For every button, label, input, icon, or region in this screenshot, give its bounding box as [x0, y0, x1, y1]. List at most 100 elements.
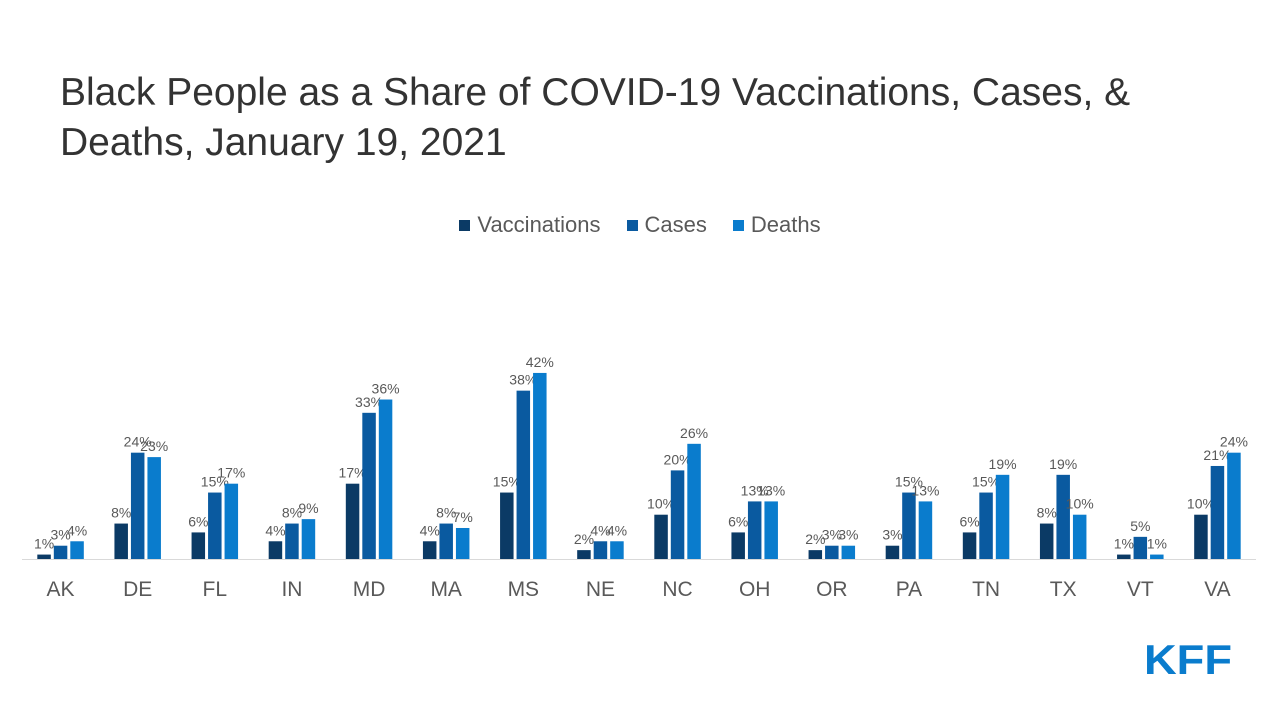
data-label-cases-tn: 15%: [972, 474, 1000, 490]
bar-cases-md: [362, 412, 376, 559]
data-label-cases-nc: 20%: [664, 451, 692, 467]
data-label-vaccinations-ne: 2%: [574, 531, 594, 547]
data-label-cases-ma: 8%: [436, 505, 456, 521]
legend-swatch-cases: [626, 219, 638, 231]
bar-vaccinations-ms: [500, 492, 514, 559]
bar-cases-ak: [53, 545, 68, 559]
x-tick-label-tx: TX: [1050, 578, 1077, 601]
x-tick-label-ma: MA: [430, 578, 462, 601]
bar-cases-or: [825, 545, 839, 559]
bar-vaccinations-pa: [885, 545, 900, 559]
x-tick-label-md: MD: [353, 578, 386, 601]
data-label-deaths-pa: 13%: [911, 482, 939, 498]
bar-cases-oh: [747, 501, 762, 559]
data-label-deaths-ms: 42%: [526, 354, 554, 370]
bar-deaths-md: [378, 399, 393, 559]
bar-vaccinations-va: [1194, 514, 1208, 559]
bar-deaths-tn: [995, 474, 1010, 559]
data-label-deaths-ne: 4%: [607, 522, 627, 538]
data-label-cases-in: 8%: [282, 505, 302, 521]
data-label-cases-ne: 4%: [590, 522, 610, 538]
data-label-vaccinations-pa: 3%: [882, 527, 902, 543]
bar-vaccinations-ak: [37, 554, 51, 559]
bar-deaths-nc: [687, 443, 701, 559]
bar-cases-vt: [1133, 536, 1148, 559]
bar-deaths-ms: [533, 372, 547, 559]
legend-item-deaths: Deaths: [732, 212, 821, 238]
data-label-deaths-tn: 19%: [989, 456, 1017, 472]
bar-vaccinations-tx: [1039, 523, 1054, 559]
bar-cases-tx: [1056, 474, 1070, 559]
legend-label-deaths: Deaths: [750, 212, 821, 237]
x-tick-label-ms: MS: [508, 578, 540, 601]
data-label-vaccinations-ak: 1%: [34, 536, 54, 552]
data-label-cases-oh: 13%: [741, 482, 769, 498]
data-label-cases-de: 24%: [124, 434, 152, 450]
bar-cases-pa: [902, 492, 916, 559]
data-label-vaccinations-ms: 15%: [493, 474, 521, 490]
bar-deaths-ak: [70, 541, 84, 559]
data-label-cases-ms: 38%: [509, 372, 537, 388]
data-label-deaths-nc: 26%: [680, 425, 708, 441]
bar-deaths-va: [1227, 452, 1241, 559]
data-label-deaths-fl: 17%: [217, 465, 245, 481]
legend-item-vaccinations: Vaccinations: [459, 212, 601, 238]
bar-deaths-vt: [1150, 554, 1164, 559]
bar-deaths-pa: [918, 501, 933, 559]
bar-vaccinations-tn: [962, 532, 977, 559]
bar-vaccinations-de: [114, 523, 128, 559]
data-label-deaths-va: 24%: [1220, 434, 1248, 450]
bar-vaccinations-ma: [422, 541, 437, 559]
legend-swatch-vaccinations: [459, 219, 471, 231]
bar-cases-va: [1210, 465, 1225, 559]
data-label-vaccinations-oh: 6%: [728, 513, 748, 529]
bar-deaths-in: [301, 519, 316, 559]
x-tick-label-vt: VT: [1127, 578, 1154, 601]
kff-logo: KFF: [1144, 638, 1232, 678]
bar-cases-ne: [593, 541, 608, 559]
x-tick-label-fl: FL: [203, 578, 228, 601]
data-label-vaccinations-de: 8%: [111, 505, 131, 521]
x-tick-label-in: IN: [281, 578, 302, 601]
data-label-vaccinations-fl: 6%: [188, 513, 208, 529]
x-tick-label-ak: AK: [47, 578, 75, 601]
data-label-deaths-in: 9%: [298, 500, 318, 516]
bar-vaccinations-nc: [654, 514, 668, 559]
bar-vaccinations-oh: [731, 532, 745, 559]
data-label-vaccinations-md: 17%: [339, 465, 367, 481]
bar-vaccinations-in: [268, 541, 283, 559]
data-label-vaccinations-in: 4%: [265, 522, 285, 538]
x-tick-label-de: DE: [123, 578, 152, 601]
data-label-deaths-md: 36%: [372, 381, 400, 397]
x-tick-label-tn: TN: [972, 578, 1000, 601]
bar-cases-fl: [208, 492, 222, 559]
data-label-deaths-oh: 13%: [757, 482, 785, 498]
data-label-deaths-vt: 1%: [1147, 536, 1167, 552]
data-label-vaccinations-ma: 4%: [420, 522, 440, 538]
data-label-vaccinations-nc: 10%: [647, 496, 675, 512]
bar-vaccinations-ne: [577, 550, 591, 559]
data-label-deaths-ma: 7%: [453, 509, 473, 525]
x-tick-label-or: OR: [816, 578, 848, 601]
data-label-deaths-or: 3%: [838, 527, 858, 543]
bar-cases-ms: [516, 390, 531, 559]
bar-deaths-ma: [455, 527, 470, 559]
legend-label-vaccinations: Vaccinations: [477, 212, 601, 237]
data-label-cases-va: 21%: [1203, 447, 1231, 463]
bar-vaccinations-fl: [191, 532, 206, 559]
kff-logo-text: KFF: [1144, 638, 1232, 678]
data-label-cases-fl: 15%: [201, 474, 229, 490]
data-label-cases-tx: 19%: [1049, 456, 1077, 472]
bar-deaths-de: [147, 457, 161, 559]
bar-deaths-or: [841, 545, 856, 559]
bar-deaths-tx: [1072, 514, 1087, 559]
legend-label-cases: Cases: [644, 212, 707, 237]
data-label-deaths-ak: 4%: [67, 522, 87, 538]
bar-vaccinations-vt: [1117, 554, 1131, 559]
bar-cases-ma: [439, 523, 453, 559]
bar-cases-nc: [670, 470, 685, 559]
data-label-vaccinations-va: 10%: [1187, 496, 1215, 512]
data-label-vaccinations-vt: 1%: [1114, 536, 1134, 552]
data-label-cases-md: 33%: [355, 394, 383, 410]
